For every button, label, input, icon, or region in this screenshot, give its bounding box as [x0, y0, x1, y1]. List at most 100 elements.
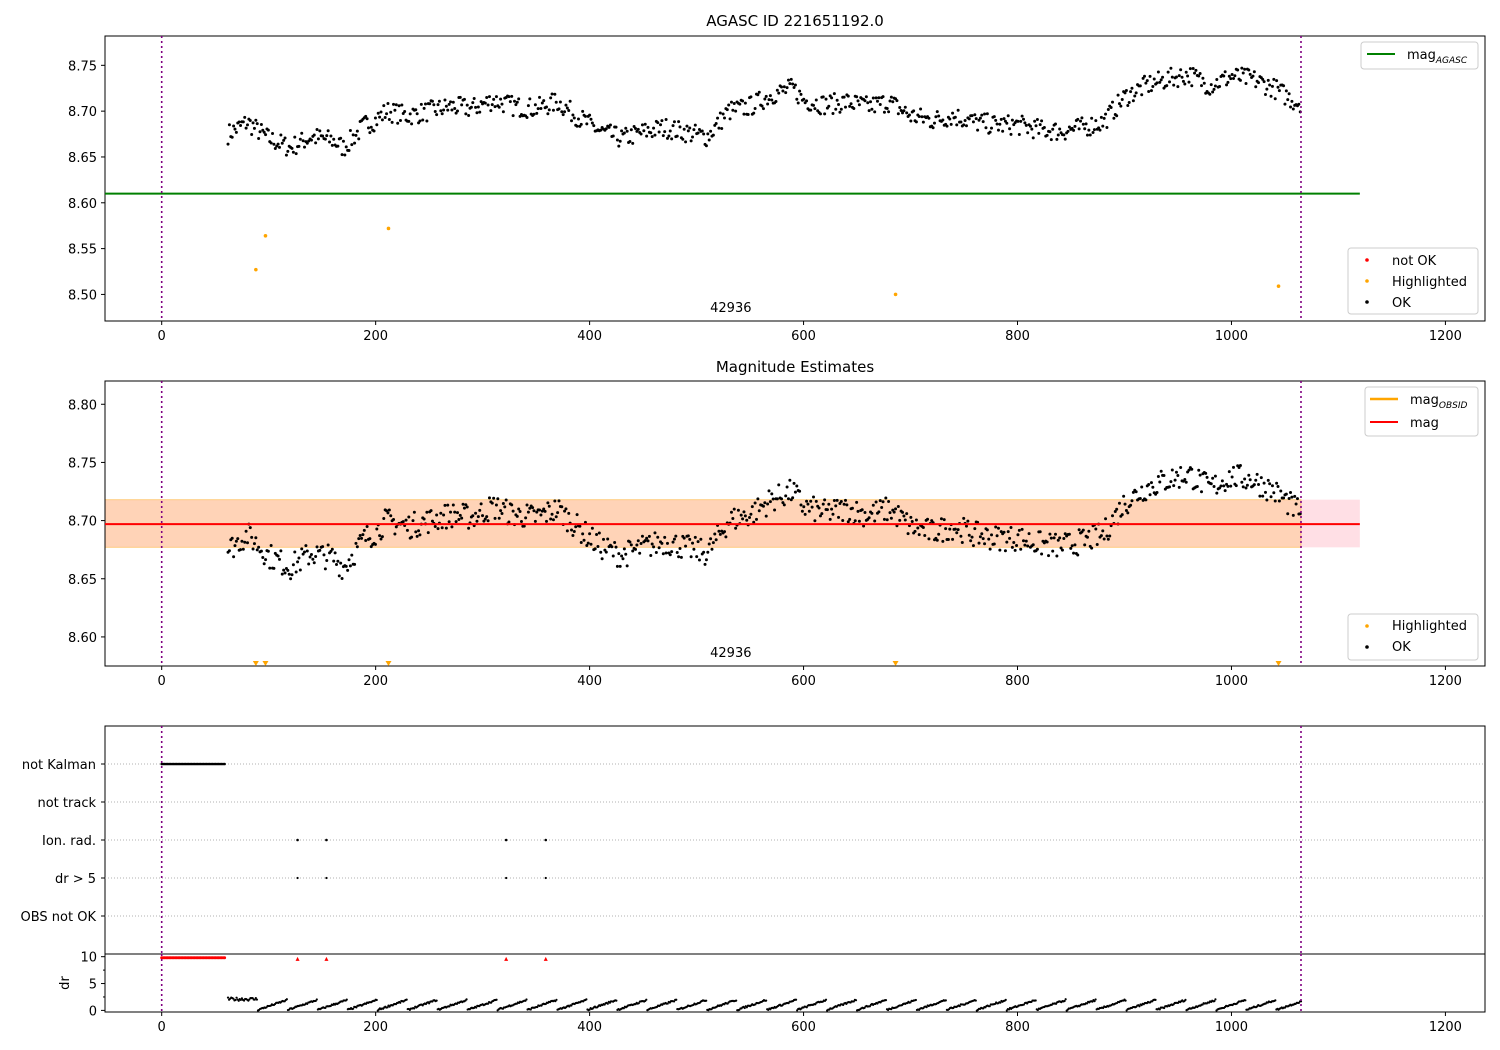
ok-point: [1052, 536, 1056, 540]
ok-point: [407, 119, 411, 123]
ok-point: [1038, 123, 1042, 127]
ok-point: [724, 535, 728, 539]
ok-point: [567, 511, 571, 515]
ok-point: [1241, 71, 1245, 75]
ok-point: [745, 518, 749, 522]
highlighted-point: [1276, 284, 1281, 288]
ok-point: [1149, 89, 1153, 93]
x-tick-label: 200: [363, 1020, 388, 1035]
ok-point: [549, 96, 553, 100]
ok-point: [436, 103, 440, 107]
ok-point: [554, 515, 558, 519]
ok-point: [602, 537, 606, 541]
ok-point: [878, 103, 882, 107]
axes-frame: [104, 35, 1486, 322]
ok-point: [835, 498, 839, 502]
ok-point: [645, 134, 649, 138]
ok-point: [1024, 123, 1028, 127]
ok-point: [1138, 84, 1142, 88]
ok-point: [867, 516, 871, 520]
ok-point: [460, 103, 464, 107]
ok-point: [870, 107, 874, 111]
ok-point: [437, 99, 441, 103]
ok-point: [1016, 533, 1020, 537]
ok-point: [233, 544, 237, 548]
ok-point: [239, 123, 243, 127]
ok-point: [328, 140, 332, 144]
ok-point: [809, 108, 813, 112]
dr-point: [555, 998, 558, 1001]
ok-point: [243, 115, 247, 119]
ok-point: [478, 508, 482, 512]
x-tick-label: 1200: [1429, 329, 1462, 344]
dr-point: [1158, 1008, 1161, 1011]
ok-point: [524, 516, 528, 520]
dr-point: [884, 999, 888, 1002]
ok-point: [1212, 87, 1216, 91]
ok-point: [1060, 548, 1064, 552]
ok-point: [499, 97, 503, 101]
ok-point: [346, 568, 350, 572]
ok-point: [1252, 70, 1256, 74]
ok-point: [702, 550, 706, 554]
ok-point: [780, 85, 784, 89]
ok-point: [1265, 498, 1269, 502]
ok-point: [394, 525, 398, 529]
ok-point: [1038, 530, 1042, 534]
ok-point: [1247, 473, 1251, 477]
ok-point: [857, 519, 861, 523]
ok-point: [731, 108, 735, 112]
ok-point: [837, 515, 841, 519]
ok-point: [688, 126, 692, 130]
ok-point: [392, 517, 396, 521]
ok-point: [1241, 485, 1245, 489]
ok-point: [501, 501, 505, 505]
ok-point: [856, 99, 860, 103]
ok-point: [549, 517, 553, 521]
ok-point: [764, 514, 768, 518]
ok-point: [1144, 81, 1148, 85]
axes-frame: [104, 953, 1486, 1013]
ok-point: [322, 553, 326, 557]
ok-point: [1180, 75, 1184, 79]
ok-point: [978, 535, 982, 539]
ok-point: [307, 562, 311, 566]
ok-point: [467, 113, 471, 117]
ok-point: [1085, 535, 1089, 539]
ok-point: [1270, 484, 1274, 488]
ok-point: [785, 86, 789, 90]
ok-point: [1080, 116, 1084, 120]
ok-point: [631, 549, 635, 553]
ok-point: [344, 145, 348, 149]
ok-point: [418, 119, 422, 123]
ok-point: [1270, 84, 1274, 88]
ok-point: [283, 136, 287, 140]
ok-point: [1290, 99, 1294, 103]
ok-point: [540, 509, 544, 513]
ok-point: [332, 559, 336, 563]
dr-point: [925, 1006, 928, 1009]
ok-point: [802, 505, 806, 509]
dr-point: [974, 999, 977, 1002]
ok-point: [994, 118, 998, 122]
ok-point: [304, 544, 308, 548]
ok-point: [781, 89, 785, 93]
ok-point: [551, 108, 555, 112]
ok-point: [839, 500, 843, 504]
ok-point: [660, 119, 664, 123]
ok-point: [729, 510, 733, 514]
ok-point: [653, 531, 657, 535]
dr-point: [234, 998, 237, 1002]
ok-point: [400, 103, 404, 107]
ok-point: [1174, 75, 1178, 79]
dr-point: [794, 998, 798, 1001]
ok-point: [262, 562, 266, 566]
ok-point: [962, 516, 966, 520]
ok-point: [239, 548, 243, 552]
ok-point: [686, 129, 690, 133]
ok-point: [297, 556, 301, 560]
ok-point: [550, 512, 554, 516]
ok-point: [585, 122, 589, 126]
ok-point: [1230, 475, 1234, 479]
ok-point: [646, 539, 650, 543]
